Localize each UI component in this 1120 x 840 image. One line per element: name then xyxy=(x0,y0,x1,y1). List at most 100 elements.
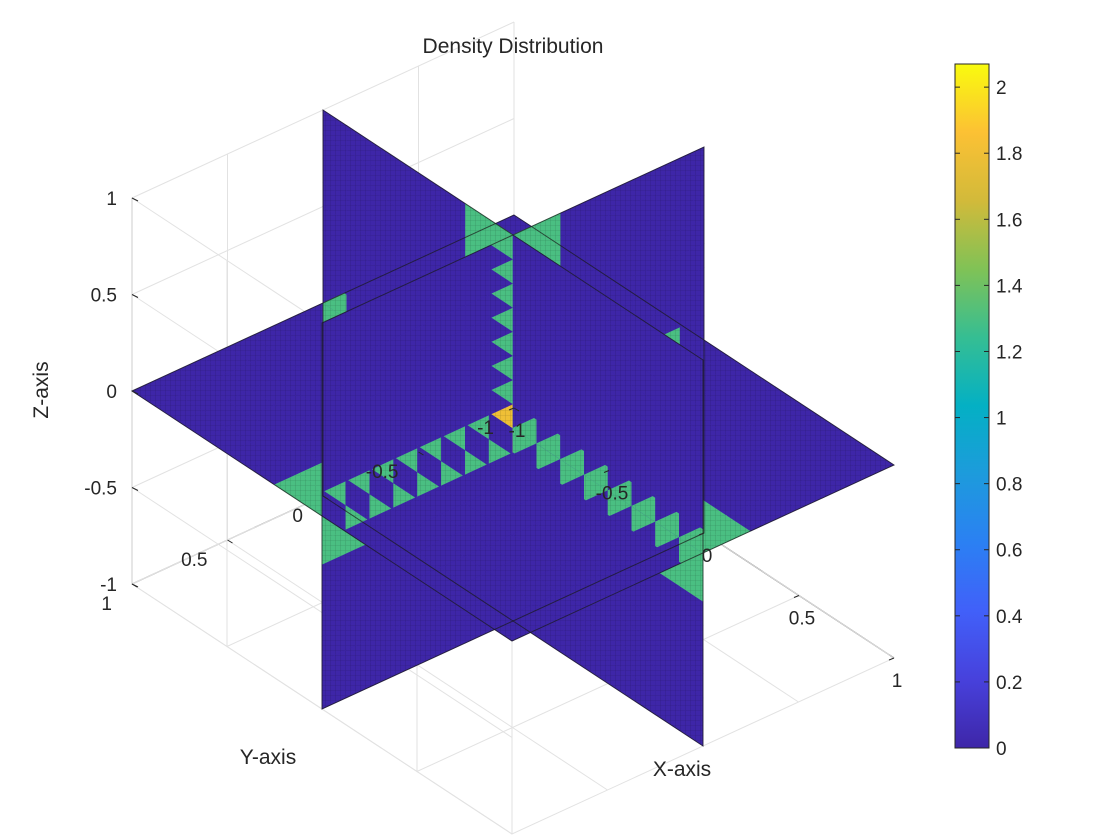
slice-z-cell-mesh xyxy=(465,492,513,519)
slice-x-cell-mesh xyxy=(656,182,681,218)
z-tick-label: -0.5 xyxy=(84,479,117,500)
slice-z-cell-mesh xyxy=(775,429,823,456)
slice-z-cell-mesh xyxy=(274,393,323,421)
slice-z-cell-mesh xyxy=(727,451,775,478)
slice-z-cell-mesh xyxy=(536,565,584,593)
z-tick-label: -1 xyxy=(100,575,117,596)
colorbar-tick-label: 1.2 xyxy=(996,342,1022,363)
slice-z-cell-mesh xyxy=(727,397,776,425)
slice-z-cell-mesh xyxy=(846,449,894,476)
slice-z-cell-mesh xyxy=(274,420,323,448)
slice-z-cell-mesh xyxy=(727,504,775,531)
slice-y-cell-mesh xyxy=(631,409,656,450)
slice-x-cell-mesh xyxy=(393,592,418,628)
slice-x-cell-mesh xyxy=(417,412,442,448)
slice-y-cell-mesh xyxy=(608,394,632,434)
slice-y-cell-mesh xyxy=(394,229,418,269)
slice-x-cell-mesh xyxy=(322,553,346,589)
slice-y-cell-mesh xyxy=(679,344,703,385)
slice-y-cell-mesh xyxy=(679,440,703,481)
slice-x-cell-mesh xyxy=(680,219,704,255)
slice-y-cell-mesh xyxy=(323,230,347,271)
slice-z-cell-mesh xyxy=(488,481,537,508)
slice-z-cell-mesh xyxy=(798,471,847,498)
slice-z-cell-mesh xyxy=(703,488,751,516)
slice-y-cell-mesh xyxy=(679,489,703,529)
slice-z-cell-mesh xyxy=(464,572,513,599)
x-tick-label: 1 xyxy=(892,671,903,692)
slice-y-cell-mesh xyxy=(584,330,608,370)
z-tick-mark xyxy=(131,390,139,395)
slice-z-cell-mesh xyxy=(489,454,537,482)
slice-x-cell-mesh xyxy=(393,351,418,387)
slice-x-cell-mesh xyxy=(393,568,418,604)
x-tick-label: 0.5 xyxy=(789,609,815,630)
colorbar-tick-label: 1.8 xyxy=(996,144,1022,165)
slice-y-cell-mesh xyxy=(513,259,537,299)
z-tick-mark xyxy=(131,197,139,202)
slice-x-cell-mesh xyxy=(680,291,704,327)
slice-x-cell-mesh xyxy=(345,349,370,385)
slice-x-cell-mesh xyxy=(680,171,704,207)
slice-y-cell-mesh xyxy=(513,235,537,275)
slice-x-cell-mesh xyxy=(465,342,490,378)
slice-z-cell-mesh xyxy=(798,418,847,445)
slice-z-cell-mesh xyxy=(512,523,561,551)
slice-x-cell-mesh xyxy=(322,625,346,661)
slice-z-cell-mesh xyxy=(584,517,632,544)
slice-z-cell-mesh xyxy=(822,433,871,461)
slice-x-cell-mesh xyxy=(322,432,346,468)
colorbar-tick-label: 1.4 xyxy=(996,276,1023,297)
slice-y-cell-mesh xyxy=(489,219,513,260)
slice-y-cell-mesh xyxy=(323,134,347,174)
slice-z-cell-mesh xyxy=(774,455,823,483)
slice-x-cell-mesh xyxy=(441,401,466,437)
slice-x-cell-mesh xyxy=(393,616,418,652)
slice-y-cell-mesh xyxy=(346,246,371,286)
slice-z-cell-mesh xyxy=(227,442,275,470)
slice-x-cell-mesh xyxy=(322,649,346,685)
slice-x-cell-mesh xyxy=(345,373,370,409)
slice-y-cell-mesh xyxy=(631,361,656,402)
slice-y-cell-mesh xyxy=(441,188,466,228)
slice-z-cell-mesh xyxy=(559,581,608,608)
slice-z-cell-mesh xyxy=(369,536,418,563)
slice-z-cell-mesh xyxy=(441,503,489,530)
slice-y-cell-mesh xyxy=(679,537,703,578)
slice-z-cell-mesh xyxy=(750,493,799,520)
slice-x-cell-mesh xyxy=(465,270,490,306)
slice-x-cell-mesh xyxy=(322,577,346,613)
slice-x-cell-mesh xyxy=(417,388,442,424)
slice-y-cell-mesh xyxy=(346,149,371,190)
slice-y-cell-mesh xyxy=(608,418,632,458)
slice-y-cell-mesh xyxy=(608,635,632,675)
slice-z-cell-mesh xyxy=(440,583,489,610)
slice-y-cell-mesh xyxy=(465,203,490,244)
slice-y-cell-mesh xyxy=(394,156,418,197)
slice-z-cell-mesh xyxy=(251,351,299,379)
slice-y-cell-mesh xyxy=(655,401,680,441)
slice-y-cell-mesh xyxy=(655,449,680,490)
slice-z-cell-mesh xyxy=(607,559,656,586)
slice-z-cell-mesh xyxy=(775,402,823,430)
x-tick-mark xyxy=(793,595,800,598)
slice-x-cell-mesh xyxy=(322,408,346,444)
slice-x-outline xyxy=(321,146,705,710)
slice-x-cell-mesh xyxy=(632,193,657,229)
slice-y-cell-mesh xyxy=(655,666,680,707)
slice-y-cell-mesh xyxy=(370,213,395,254)
slice-z-cell-mesh xyxy=(227,389,275,416)
slice-y-cell-mesh xyxy=(418,196,442,237)
slice-z-cell-mesh xyxy=(488,507,537,535)
slice-z-cell-mesh xyxy=(203,373,252,401)
slice-y-cell-mesh xyxy=(536,250,561,291)
slice-x-cell-mesh xyxy=(584,215,609,251)
slice-z-cell-mesh xyxy=(727,477,775,505)
x-tick-label: -0.5 xyxy=(596,484,629,505)
x-tick-mark xyxy=(603,470,610,473)
slice-z-cell-mesh xyxy=(132,380,180,407)
colorbar-tick-label: 0.4 xyxy=(996,607,1023,628)
slice-y-cell-mesh xyxy=(584,619,608,660)
slice-x-cell-mesh xyxy=(369,386,394,422)
slice-y-cell-mesh xyxy=(584,281,608,322)
